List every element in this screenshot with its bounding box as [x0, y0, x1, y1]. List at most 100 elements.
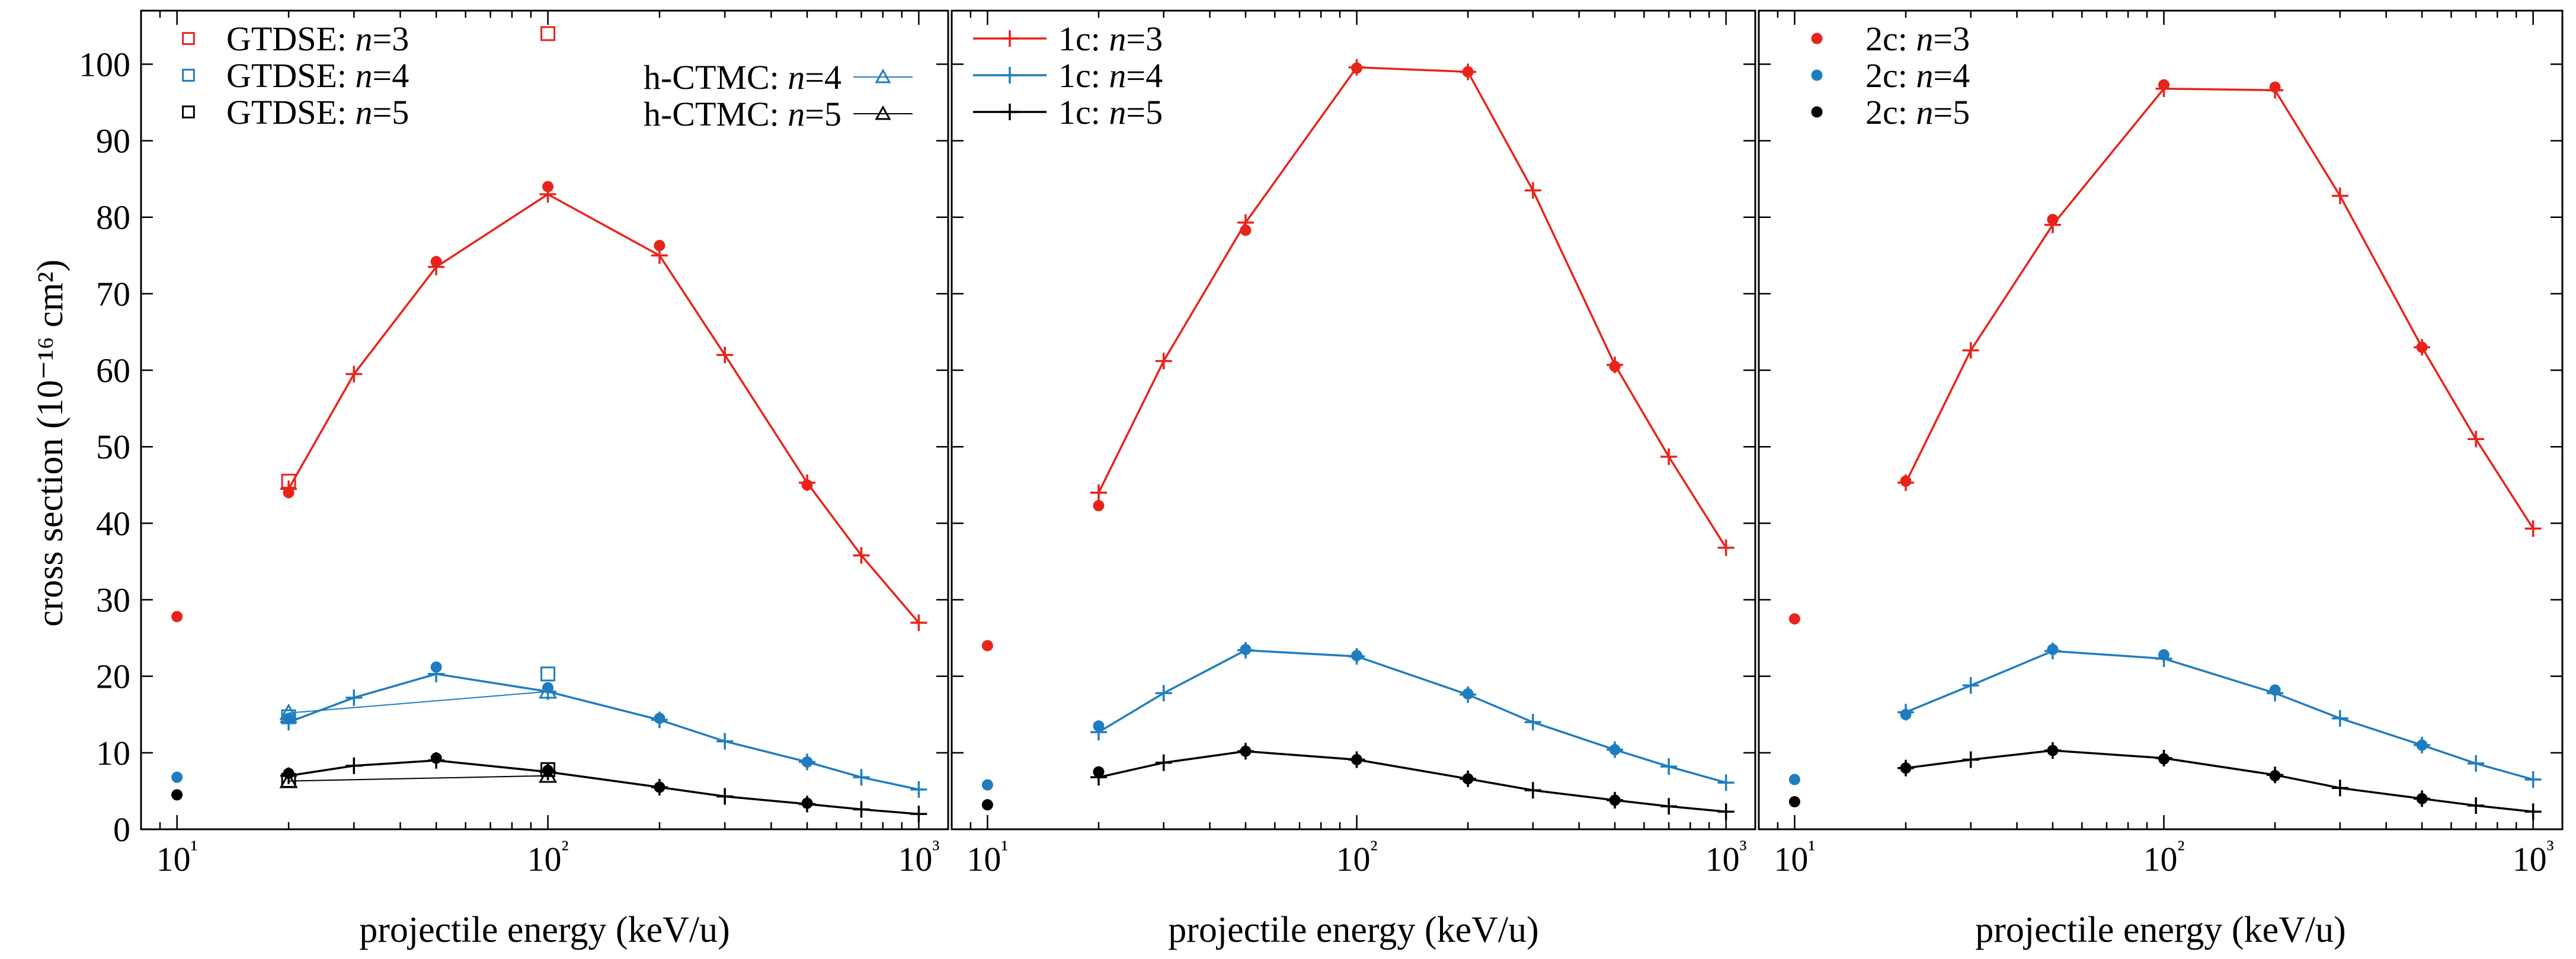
data-point-plus — [853, 547, 870, 564]
series-line — [288, 673, 919, 791]
data-point-dot — [2269, 81, 2281, 93]
y-tick-label: 30 — [96, 581, 130, 620]
data-point-plus — [910, 781, 927, 798]
series-h-CTMC-n-4 — [279, 682, 558, 720]
data-point-square — [540, 762, 556, 777]
data-point-dot — [1788, 613, 1800, 625]
data-point-dot — [1609, 361, 1621, 373]
series-line — [1905, 650, 2534, 781]
legend-label-value: =5 — [1126, 93, 1163, 131]
y-tick-label: 90 — [96, 122, 130, 161]
data-point-plus — [1660, 798, 1678, 815]
x-tick-label-exponent: ¹ — [191, 835, 198, 862]
data-point-dot — [2047, 643, 2059, 655]
legend-label-value: =3 — [1933, 20, 1970, 58]
data-point-dot — [1240, 224, 1252, 236]
data-point-dot — [542, 181, 554, 193]
legend-label-prefix: 2c: — [1865, 56, 1916, 95]
data-point-plus — [1524, 714, 1541, 731]
legend-marker — [1001, 30, 1018, 47]
data-point-plus — [345, 365, 363, 383]
panel-middle: 10¹ 10² 10³ projectile energy (keV/u) 1c: n=… — [951, 9, 1756, 950]
series-h-CTMC-n-5 — [279, 766, 558, 788]
legend-label-value: =5 — [805, 95, 841, 133]
series-2c-n-3 — [981, 62, 1621, 652]
data-point-dot — [430, 256, 442, 268]
series-2c-n-3 — [171, 181, 813, 623]
legend-label-n: n — [1916, 20, 1933, 58]
x-tick-label-base: 10 — [527, 840, 562, 878]
series-line — [1098, 750, 1726, 813]
y-tick-label: 80 — [96, 198, 130, 237]
x-tick-label-base: 10 — [967, 840, 1001, 878]
data-point-plus — [853, 801, 870, 818]
legend-marker — [1001, 67, 1018, 84]
x-tick-label-base: 10 — [2143, 840, 2178, 878]
x-tick-label: 10² — [2143, 835, 2185, 878]
legend-label-n: n — [1916, 56, 1933, 95]
data-point-plus — [1090, 484, 1107, 501]
y-tick-label: 70 — [96, 275, 130, 313]
data-point-dot — [2158, 79, 2170, 91]
legend-label: 1c: n=4 — [1058, 56, 1163, 95]
data-point-dot — [1900, 708, 1912, 720]
legend: 2c: n=32c: n=42c: n=5 — [1811, 20, 1970, 131]
data-point-plus — [2468, 797, 2485, 814]
x-tick-label: 10³ — [2513, 835, 2554, 878]
data-point-dot — [981, 640, 993, 652]
legend-label-n: n — [1109, 56, 1126, 95]
data-point-dot — [171, 789, 183, 801]
x-tick-label: 10² — [1336, 835, 1378, 878]
data-point-dot — [171, 771, 183, 783]
series-GTDSE-n-3 — [281, 26, 556, 489]
data-point-dot — [1093, 766, 1105, 778]
x-tick-label-exponent: ² — [2178, 835, 2185, 862]
x-tick-label: 10³ — [1705, 835, 1747, 878]
data-point-dot — [801, 797, 813, 809]
data-point-plus — [1155, 754, 1172, 771]
legend-label-n: n — [356, 93, 373, 131]
legend-label-value: =5 — [1933, 93, 1970, 131]
data-point-plus — [1717, 539, 1735, 556]
data-point-triangle — [538, 682, 558, 699]
x-tick-label-exponent: ¹ — [1001, 835, 1008, 862]
legend-marker — [1811, 106, 1823, 118]
series-1c-n-5 — [1090, 743, 1735, 820]
data-point-dot — [1609, 744, 1621, 756]
data-point-plus — [1962, 677, 1979, 694]
x-tick-label-exponent: ² — [1371, 835, 1378, 862]
legend-label-value: =5 — [373, 93, 409, 131]
data-point-plus — [1660, 758, 1678, 775]
legend-label-n: n — [1916, 93, 1933, 131]
x-tick-label: 10² — [527, 835, 569, 878]
x-axis-label: projectile energy (keV/u) — [1168, 910, 1538, 950]
data-point-square — [540, 26, 556, 41]
legend-label-prefix: 1c: — [1058, 20, 1109, 58]
data-point-dot — [1462, 688, 1474, 700]
data-point-dot — [1351, 650, 1363, 662]
legend: 1c: n=31c: n=41c: n=5 — [973, 20, 1163, 131]
data-point-dot — [2047, 745, 2059, 756]
data-point-dot — [1900, 762, 1912, 774]
series-2c-n-5 — [1788, 745, 2428, 808]
series-1c-n-5 — [280, 752, 927, 823]
data-point-plus — [716, 733, 734, 750]
data-point-plus — [1155, 352, 1172, 370]
plot-frame — [140, 9, 949, 830]
y-tick-label: 0 — [113, 810, 130, 849]
data-point-plus — [2331, 780, 2348, 797]
data-point-dot — [1093, 500, 1105, 512]
y-tick-label: 50 — [96, 428, 130, 466]
data-point-plus — [910, 614, 927, 631]
y-axis-label: cross section (10⁻¹⁶ cm²) — [30, 259, 71, 627]
legend-label: 1c: n=3 — [1058, 20, 1163, 58]
legend-marker — [875, 105, 891, 120]
data-point-plus — [2468, 431, 2485, 448]
data-point-dot — [1093, 720, 1105, 732]
legend-label-prefix: 2c: — [1865, 93, 1916, 131]
series-line — [289, 775, 548, 782]
data-point-dot — [2269, 770, 2281, 782]
legend-marker — [1811, 33, 1823, 44]
series-1c-n-4 — [280, 665, 927, 798]
